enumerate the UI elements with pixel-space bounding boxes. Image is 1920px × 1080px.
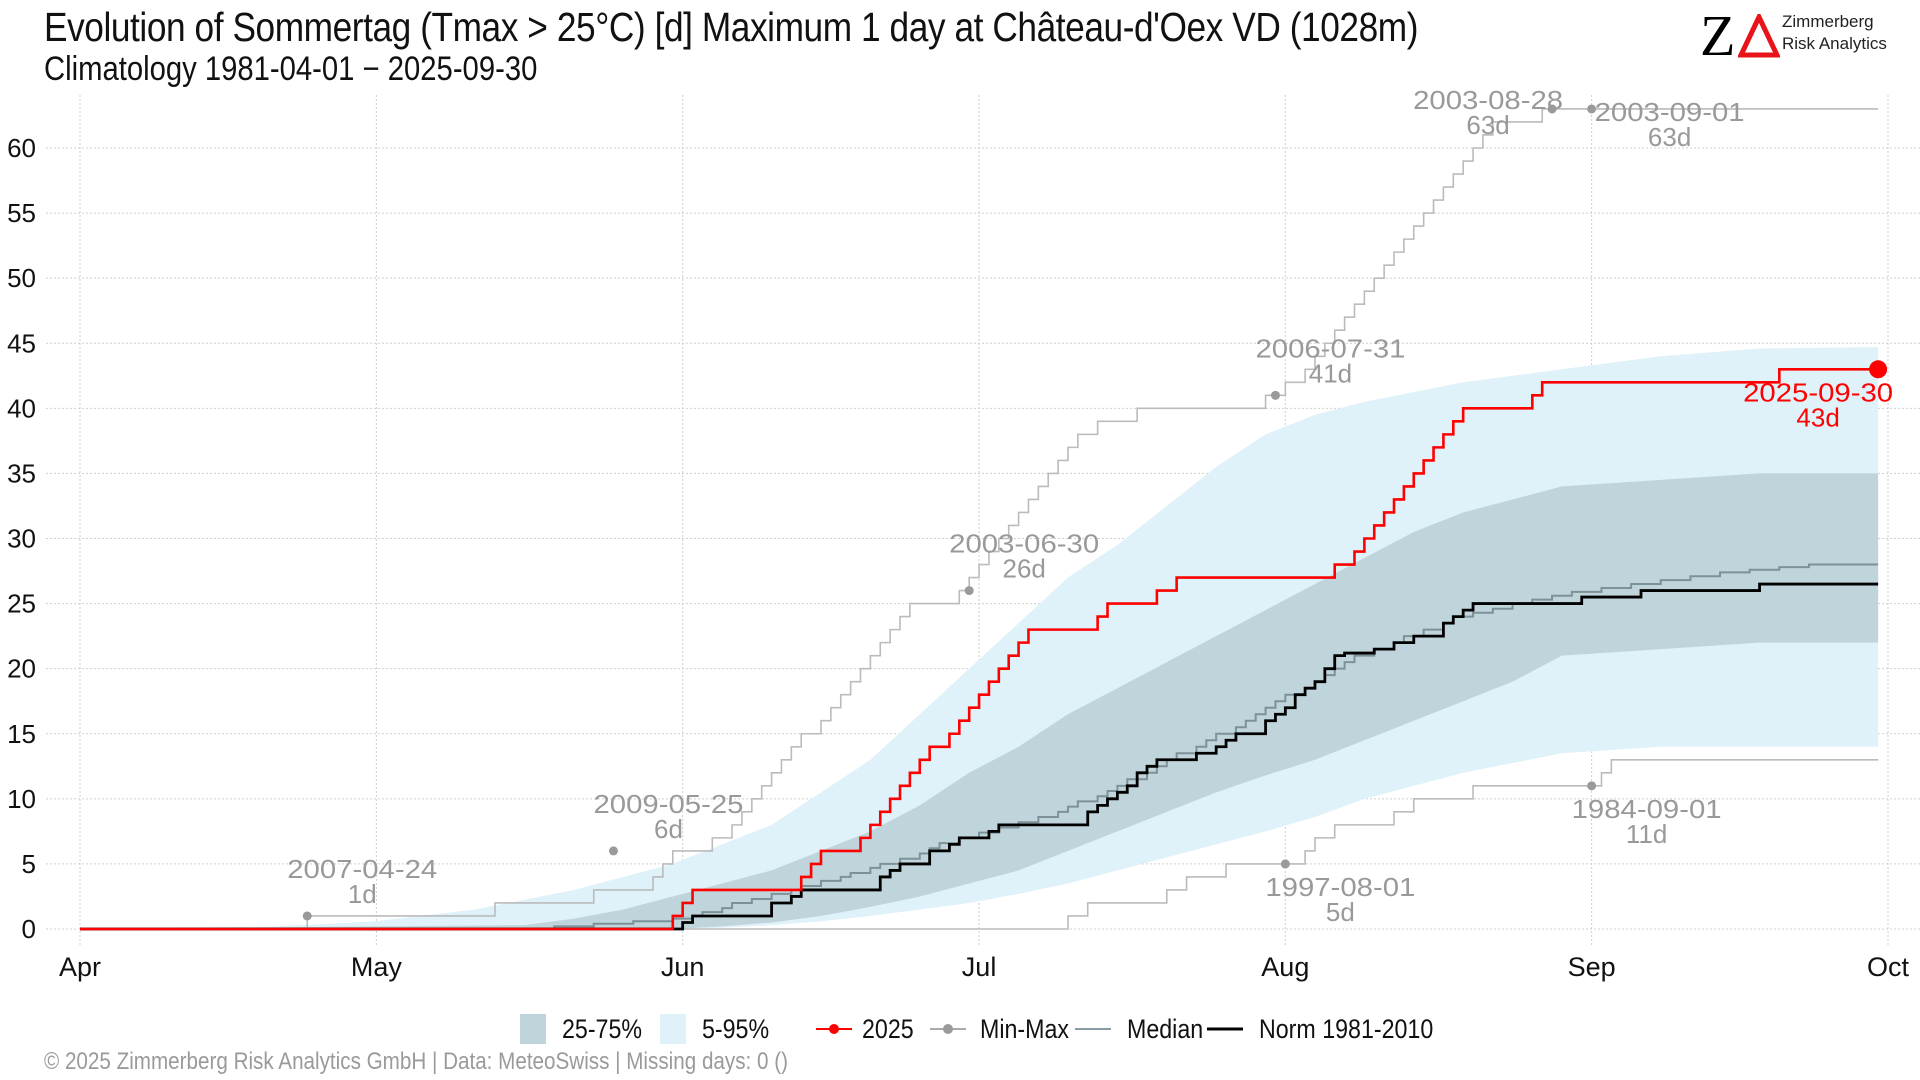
x-tick-label: Jun [661, 952, 705, 982]
x-tick-label: Sep [1568, 952, 1616, 982]
annotation-date: 1984-09-01 [1572, 794, 1722, 824]
annotation-date: 2007-04-24 [287, 854, 437, 884]
chart-title: Evolution of Sommertag (Tmax > 25°C) [d]… [44, 4, 1419, 50]
legend-item-norm: Norm 1981-2010 [1207, 1012, 1462, 1046]
legend-label: Median [1127, 1013, 1204, 1044]
annotation-value: 6d [654, 814, 683, 844]
annotation-value: 41d [1309, 358, 1352, 388]
logo-line2: Risk Analytics [1782, 34, 1887, 53]
y-tick-label: 10 [7, 784, 36, 814]
y-tick-label: 20 [7, 654, 36, 684]
y-tick-label: 55 [7, 198, 36, 228]
annotation-date: 2003-08-28 [1413, 85, 1563, 115]
x-tick-label: Aug [1261, 952, 1309, 982]
legend-line-point-red-icon [816, 1024, 852, 1034]
annotation-date: 2006-07-31 [1255, 333, 1405, 363]
y-tick-label: 15 [7, 719, 36, 749]
legend-item-p90: 5-95% [660, 1012, 780, 1046]
series-points [302, 104, 1888, 921]
extreme-point [964, 586, 974, 596]
extreme-point [302, 911, 312, 921]
annotation-value: 63d [1648, 122, 1691, 152]
extreme-point [1280, 859, 1290, 869]
annotation-date: 2003-09-01 [1595, 97, 1745, 127]
company-logo: Z Zimmerberg Risk Analytics [1700, 3, 1900, 68]
extreme-point [1587, 781, 1597, 791]
annotation-date: 2003-06-30 [949, 529, 1099, 559]
legend-label: 25-75% [562, 1013, 643, 1044]
legend: 25-75% 5-95% 2025 Min-Max Median Norm 19… [0, 1012, 1920, 1046]
legend-item-minmax: Min-Max [930, 1012, 1084, 1046]
legend-item-2025: 2025 [816, 1012, 922, 1046]
norm-line [80, 582, 1879, 931]
legend-item-iqr: 25-75% [520, 1012, 655, 1046]
annotation-value: 26d [1002, 554, 1045, 584]
y-tick-label: 40 [7, 393, 36, 423]
percentile-bands [80, 347, 1879, 929]
legend-line-median-icon [1075, 1028, 1111, 1030]
x-tick-label: Apr [59, 952, 101, 982]
legend-label: 5-95% [702, 1013, 770, 1044]
y-tick-label: 45 [7, 328, 36, 358]
current-annotation-value: 43d [1796, 402, 1839, 432]
logo-line1: Zimmerberg [1782, 12, 1874, 31]
band-25-75 [80, 473, 1879, 929]
y-tick-label: 35 [7, 458, 36, 488]
legend-label: Norm 1981-2010 [1259, 1013, 1434, 1044]
series-lines [80, 108, 1879, 931]
legend-line-norm-icon [1207, 1027, 1243, 1031]
max-line [80, 108, 1879, 930]
legend-line-point-grey-icon [930, 1024, 966, 1034]
annotation-date: 1997-08-01 [1265, 872, 1415, 902]
y-tick-label: 50 [7, 263, 36, 293]
footer-credits: © 2025 Zimmerberg Risk Analytics GmbH | … [44, 1048, 788, 1075]
legend-swatch-iqr [520, 1014, 546, 1044]
extreme-point [1270, 390, 1280, 400]
chart-plot: 2007-04-241d2009-05-256d2003-06-3026d200… [7, 85, 1920, 982]
current-annotation-date: 2025-09-30 [1743, 377, 1893, 407]
legend-label: 2025 [862, 1013, 914, 1044]
y-tick-label: 5 [22, 849, 36, 879]
extreme-point [1547, 104, 1557, 114]
legend-swatch-p90 [660, 1014, 686, 1044]
extreme-point [609, 846, 619, 856]
current-year-line [80, 367, 1879, 931]
annotation-value: 1d [348, 879, 377, 909]
legend-item-median: Median [1075, 1012, 1216, 1046]
annotation-value: 11d [1626, 819, 1667, 849]
legend-label: Min-Max [980, 1013, 1070, 1044]
y-tick-label: 25 [7, 589, 36, 619]
x-tick-label: Jul [962, 952, 997, 982]
y-tick-label: 0 [22, 914, 36, 944]
current-endpoint [1869, 360, 1888, 379]
y-tick-label: 60 [7, 133, 36, 163]
annotation-value: 63d [1466, 110, 1509, 140]
annotation-date: 2009-05-25 [594, 789, 744, 819]
band-5-95 [80, 347, 1879, 929]
x-axis-ticks: Apr May Jun Jul Aug Sep Oct [59, 952, 1910, 982]
y-tick-label: 30 [7, 524, 36, 554]
chart-subtitle: Climatology 1981-04-01 − 2025-09-30 [44, 50, 538, 88]
delta-triangle-icon [1738, 14, 1780, 58]
x-tick-label: May [351, 952, 403, 982]
y-axis-ticks: 0 5 10 15 20 25 30 35 40 45 50 55 60 [7, 133, 36, 944]
min-line [80, 758, 1879, 930]
x-tick-label: Oct [1867, 952, 1910, 982]
extreme-point [1587, 104, 1597, 114]
annotation-value: 5d [1326, 897, 1355, 927]
logo-letter: Z [1700, 3, 1736, 68]
